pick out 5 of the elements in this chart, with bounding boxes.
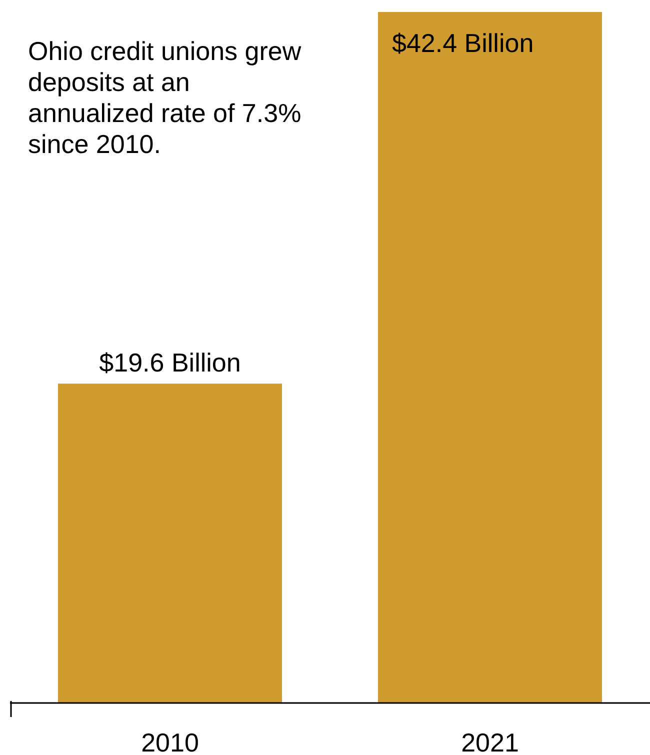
annotation: Ohio credit unions grew deposits at an annualized rate of 7.3% since 2010. (28, 36, 302, 160)
x-tick-label: 2021 (461, 727, 519, 755)
x-tick-label: 2010 (141, 727, 199, 755)
data-label: $19.6 Billion (99, 348, 241, 378)
data-label: $42.4 Billion (392, 28, 534, 58)
